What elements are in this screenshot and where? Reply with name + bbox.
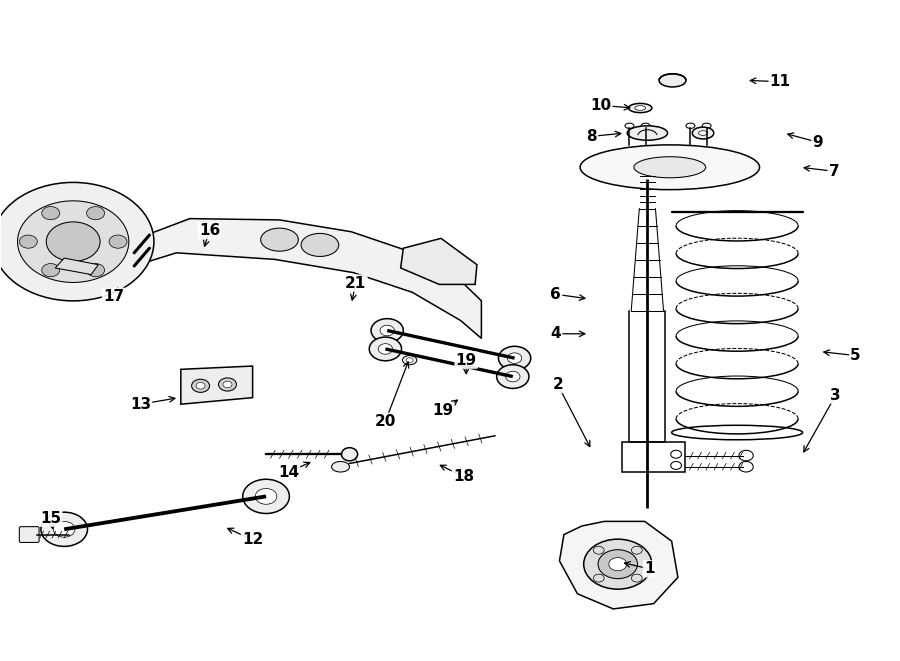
Ellipse shape <box>341 447 357 461</box>
Ellipse shape <box>634 157 706 178</box>
Ellipse shape <box>580 145 760 190</box>
Circle shape <box>380 325 394 336</box>
Ellipse shape <box>402 356 417 365</box>
Polygon shape <box>181 366 253 405</box>
Text: 20: 20 <box>374 414 396 429</box>
Ellipse shape <box>261 228 299 251</box>
Text: 21: 21 <box>346 276 366 291</box>
Circle shape <box>497 365 529 389</box>
Ellipse shape <box>331 461 349 472</box>
Circle shape <box>41 264 59 277</box>
Circle shape <box>598 550 637 578</box>
Text: 11: 11 <box>770 74 791 89</box>
Circle shape <box>219 378 237 391</box>
Circle shape <box>608 558 626 570</box>
Text: 9: 9 <box>813 135 824 150</box>
Circle shape <box>46 222 100 261</box>
Text: 12: 12 <box>242 532 263 547</box>
Polygon shape <box>400 239 477 284</box>
Circle shape <box>109 235 127 249</box>
Circle shape <box>371 319 403 342</box>
Circle shape <box>86 264 104 277</box>
FancyBboxPatch shape <box>19 527 39 543</box>
Text: 14: 14 <box>278 465 299 479</box>
Circle shape <box>53 522 75 537</box>
Circle shape <box>369 337 401 361</box>
Circle shape <box>86 206 104 219</box>
Circle shape <box>192 379 210 393</box>
Ellipse shape <box>659 74 686 87</box>
Text: 18: 18 <box>453 469 474 484</box>
Text: 3: 3 <box>831 387 842 403</box>
Circle shape <box>584 539 652 589</box>
Polygon shape <box>134 219 482 338</box>
Text: 19: 19 <box>432 403 454 418</box>
Circle shape <box>499 346 531 370</box>
Ellipse shape <box>634 106 645 110</box>
Text: 5: 5 <box>850 348 861 363</box>
Circle shape <box>40 512 87 547</box>
Circle shape <box>196 383 205 389</box>
Circle shape <box>17 201 129 282</box>
Ellipse shape <box>302 233 338 256</box>
Text: 19: 19 <box>455 352 477 368</box>
Ellipse shape <box>628 103 652 112</box>
Ellipse shape <box>692 127 714 139</box>
Circle shape <box>508 353 522 364</box>
Text: 4: 4 <box>551 327 562 341</box>
Text: 13: 13 <box>130 397 151 412</box>
Text: 10: 10 <box>590 98 611 113</box>
Ellipse shape <box>627 126 668 140</box>
Circle shape <box>41 206 59 219</box>
Circle shape <box>0 182 154 301</box>
Polygon shape <box>560 522 678 609</box>
Circle shape <box>223 381 232 388</box>
Text: 15: 15 <box>40 510 61 525</box>
Text: 1: 1 <box>644 561 654 576</box>
Circle shape <box>506 371 520 382</box>
Text: 7: 7 <box>829 164 840 178</box>
Circle shape <box>378 344 392 354</box>
Text: 17: 17 <box>103 289 124 304</box>
Ellipse shape <box>406 358 413 362</box>
Circle shape <box>19 235 37 249</box>
Polygon shape <box>55 258 98 274</box>
Text: 16: 16 <box>199 223 220 238</box>
Text: 6: 6 <box>551 287 562 302</box>
Circle shape <box>243 479 290 514</box>
Ellipse shape <box>698 131 707 136</box>
Text: 8: 8 <box>587 129 597 144</box>
Circle shape <box>256 488 277 504</box>
Text: 2: 2 <box>553 377 563 392</box>
